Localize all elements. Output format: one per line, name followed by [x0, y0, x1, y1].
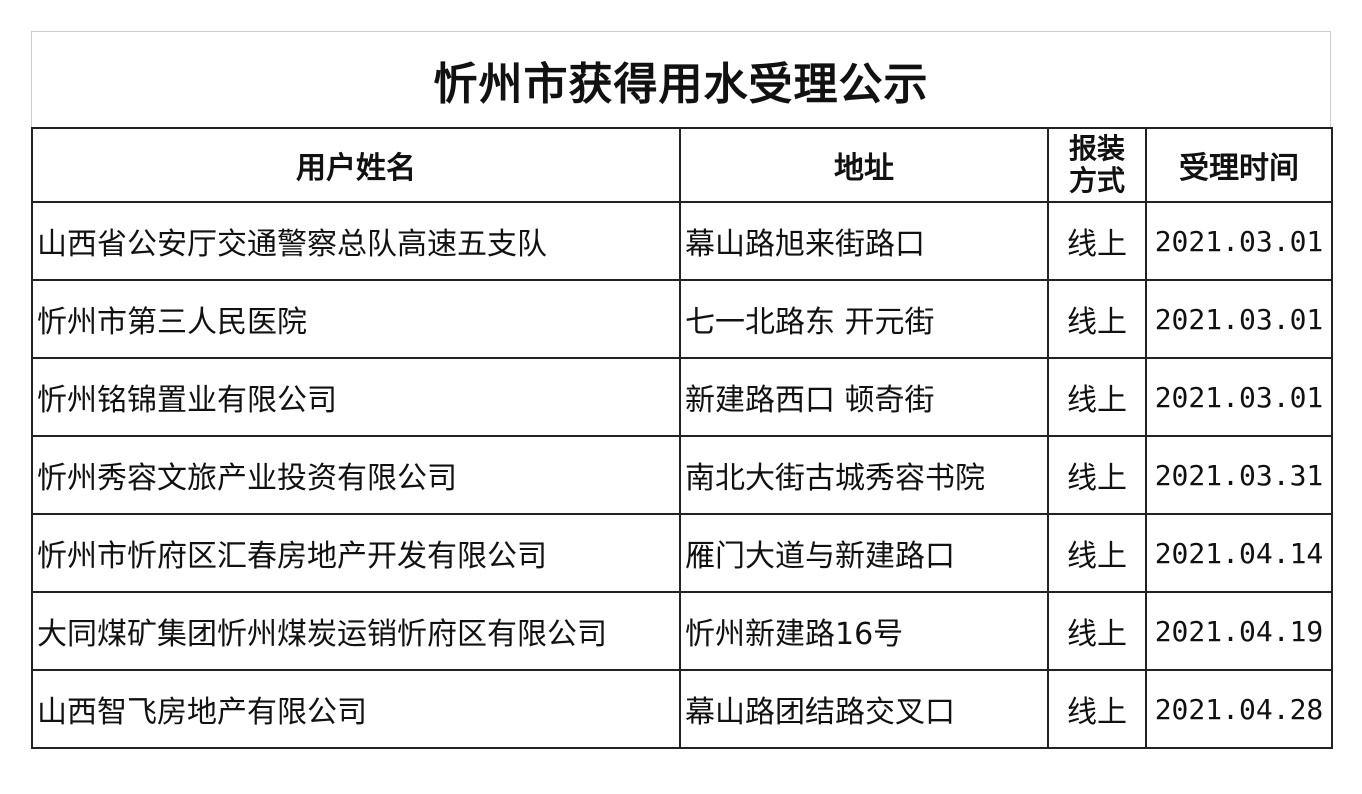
- cell-name: 忻州市第三人民医院: [31, 279, 681, 359]
- cell-date: 2021.04.28: [1145, 669, 1333, 749]
- cell-method: 线上: [1047, 669, 1147, 749]
- cell-method: 线上: [1047, 201, 1147, 281]
- table-row: 忻州秀容文旅产业投资有限公司 南北大街古城秀容书院 线上 2021.03.31: [31, 435, 1333, 515]
- cell-name: 忻州市忻府区汇春房地产开发有限公司: [31, 513, 681, 593]
- header-method-line2: 方式: [1068, 164, 1125, 197]
- cell-address: 七一北路东 开元街: [679, 279, 1049, 359]
- cell-name: 山西省公安厅交通警察总队高速五支队: [31, 201, 681, 281]
- table-row: 忻州市第三人民医院 七一北路东 开元街 线上 2021.03.01: [31, 279, 1333, 359]
- cell-method: 线上: [1047, 279, 1147, 359]
- cell-address: 幕山路旭来街路口: [679, 201, 1049, 281]
- header-row: 用户姓名 地址 报装 方式 受理时间: [31, 127, 1333, 203]
- acceptance-table: 用户姓名 地址 报装 方式 受理时间 山西省公安厅交通警察总队高速五支队 幕山路旭来…: [31, 127, 1333, 749]
- cell-name: 山西智飞房地产有限公司: [31, 669, 681, 749]
- cell-date: 2021.03.31: [1145, 435, 1333, 515]
- header-method-line1: 报装: [1068, 132, 1125, 165]
- table-row: 山西省公安厅交通警察总队高速五支队 幕山路旭来街路口 线上 2021.03.01: [31, 201, 1333, 281]
- cell-date: 2021.04.19: [1145, 591, 1333, 671]
- cell-date: 2021.04.14: [1145, 513, 1333, 593]
- cell-address: 新建路西口 顿奇街: [679, 357, 1049, 437]
- header-name: 用户姓名: [31, 127, 681, 203]
- cell-date: 2021.03.01: [1145, 201, 1333, 281]
- cell-method: 线上: [1047, 435, 1147, 515]
- table-row: 山西智飞房地产有限公司 幕山路团结路交叉口 线上 2021.04.28: [31, 669, 1333, 749]
- cell-address: 忻州新建路16号: [679, 591, 1049, 671]
- table-row: 大同煤矿集团忻州煤炭运销忻府区有限公司 忻州新建路16号 线上 2021.04.19: [31, 591, 1333, 671]
- cell-address: 南北大街古城秀容书院: [679, 435, 1049, 515]
- table-row: 忻州铭锦置业有限公司 新建路西口 顿奇街 线上 2021.03.01: [31, 357, 1333, 437]
- cell-name: 忻州铭锦置业有限公司: [31, 357, 681, 437]
- cell-method: 线上: [1047, 513, 1147, 593]
- cell-method: 线上: [1047, 591, 1147, 671]
- header-date: 受理时间: [1145, 127, 1333, 203]
- cell-address: 雁门大道与新建路口: [679, 513, 1049, 593]
- cell-method: 线上: [1047, 357, 1147, 437]
- page-title: 忻州市获得用水受理公示: [31, 31, 1331, 127]
- cell-name: 忻州秀容文旅产业投资有限公司: [31, 435, 681, 515]
- header-address: 地址: [679, 127, 1049, 203]
- cell-date: 2021.03.01: [1145, 279, 1333, 359]
- cell-address: 幕山路团结路交叉口: [679, 669, 1049, 749]
- cell-date: 2021.03.01: [1145, 357, 1333, 437]
- header-method: 报装 方式: [1047, 127, 1147, 203]
- announcement-sheet: 忻州市获得用水受理公示 用户姓名 地址 报装 方式 受理时间 山西省公安厅交通警察…: [31, 31, 1333, 749]
- cell-name: 大同煤矿集团忻州煤炭运销忻府区有限公司: [31, 591, 681, 671]
- table-row: 忻州市忻府区汇春房地产开发有限公司 雁门大道与新建路口 线上 2021.04.14: [31, 513, 1333, 593]
